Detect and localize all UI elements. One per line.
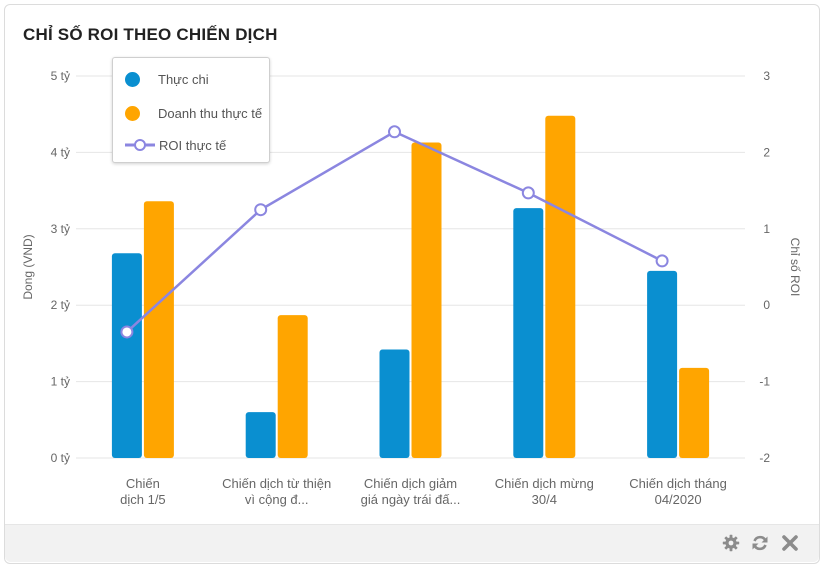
y-axis-title: Dong (VND): [21, 234, 35, 299]
close-icon[interactable]: [780, 533, 800, 553]
y2-axis-title: Chỉ số ROI: [788, 238, 802, 297]
roi-point: [655, 254, 669, 268]
bar-doanh-thu: [143, 201, 174, 458]
roi-point: [388, 125, 401, 139]
chart-footer: [5, 524, 819, 562]
legend-label-thuc-chi: Thực chi: [158, 71, 209, 87]
refresh-icon[interactable]: [750, 533, 770, 553]
y-tick-label: 3 tỷ: [51, 222, 70, 236]
x-tick-label: Chiến dịch mừng 30/4: [495, 476, 594, 507]
x-tick-label: Chiến dịch tháng 04/2020: [629, 476, 727, 507]
bar-thuc-chi: [647, 270, 678, 458]
roi-point: [120, 325, 134, 339]
y-tick-label: 1 tỷ: [51, 375, 70, 389]
y2-tick-label: -2: [759, 451, 770, 465]
legend-swatch-thuc-chi: [125, 71, 140, 87]
chart-legend: Thực chi Doanh thu thực tế ROI thực tế: [112, 57, 270, 163]
y-tick-label: 5 tỷ: [51, 69, 70, 83]
bar-thuc-chi: [111, 253, 142, 458]
legend-item-thuc-chi[interactable]: Thực chi: [125, 69, 209, 89]
bar-doanh-thu: [545, 115, 576, 458]
y2-tick-label: 1: [763, 222, 770, 236]
bar-thuc-chi: [245, 412, 276, 458]
gear-icon[interactable]: [721, 533, 741, 553]
y-tick-label: 2 tỷ: [51, 298, 70, 312]
legend-label-doanh-thu: Doanh thu thực tế: [158, 105, 263, 121]
bar-doanh-thu: [411, 142, 442, 458]
x-tick-label: Chiến dịch từ thiện vì cộng đ...: [222, 476, 331, 507]
legend-swatch-doanh-thu: [125, 105, 140, 121]
legend-item-roi[interactable]: ROI thực tế: [125, 135, 226, 155]
bar-doanh-thu: [679, 367, 710, 458]
legend-label-roi: ROI thực tế: [159, 137, 227, 153]
legend-swatch-roi: [125, 139, 155, 151]
y2-tick-label: -1: [759, 375, 770, 389]
bar-thuc-chi: [513, 208, 544, 458]
y-tick-label: 0 tỷ: [51, 451, 70, 465]
y2-tick-label: 3: [763, 69, 770, 83]
y-tick-label: 4 tỷ: [51, 145, 70, 159]
y2-tick-label: 2: [763, 145, 770, 159]
roi-point: [521, 186, 535, 200]
y2-tick-label: 0: [763, 298, 770, 312]
x-tick-label: Chiến dịch 1/5: [120, 476, 166, 507]
bar-doanh-thu: [277, 315, 308, 458]
chart-title: CHỈ SỐ ROI THEO CHIẾN DỊCH: [23, 25, 278, 44]
bar-thuc-chi: [379, 349, 410, 458]
x-tick-label: Chiến dịch giảm giá ngày trái đấ...: [361, 476, 461, 507]
legend-item-doanh-thu[interactable]: Doanh thu thực tế: [125, 103, 262, 123]
roi-point: [254, 203, 268, 217]
